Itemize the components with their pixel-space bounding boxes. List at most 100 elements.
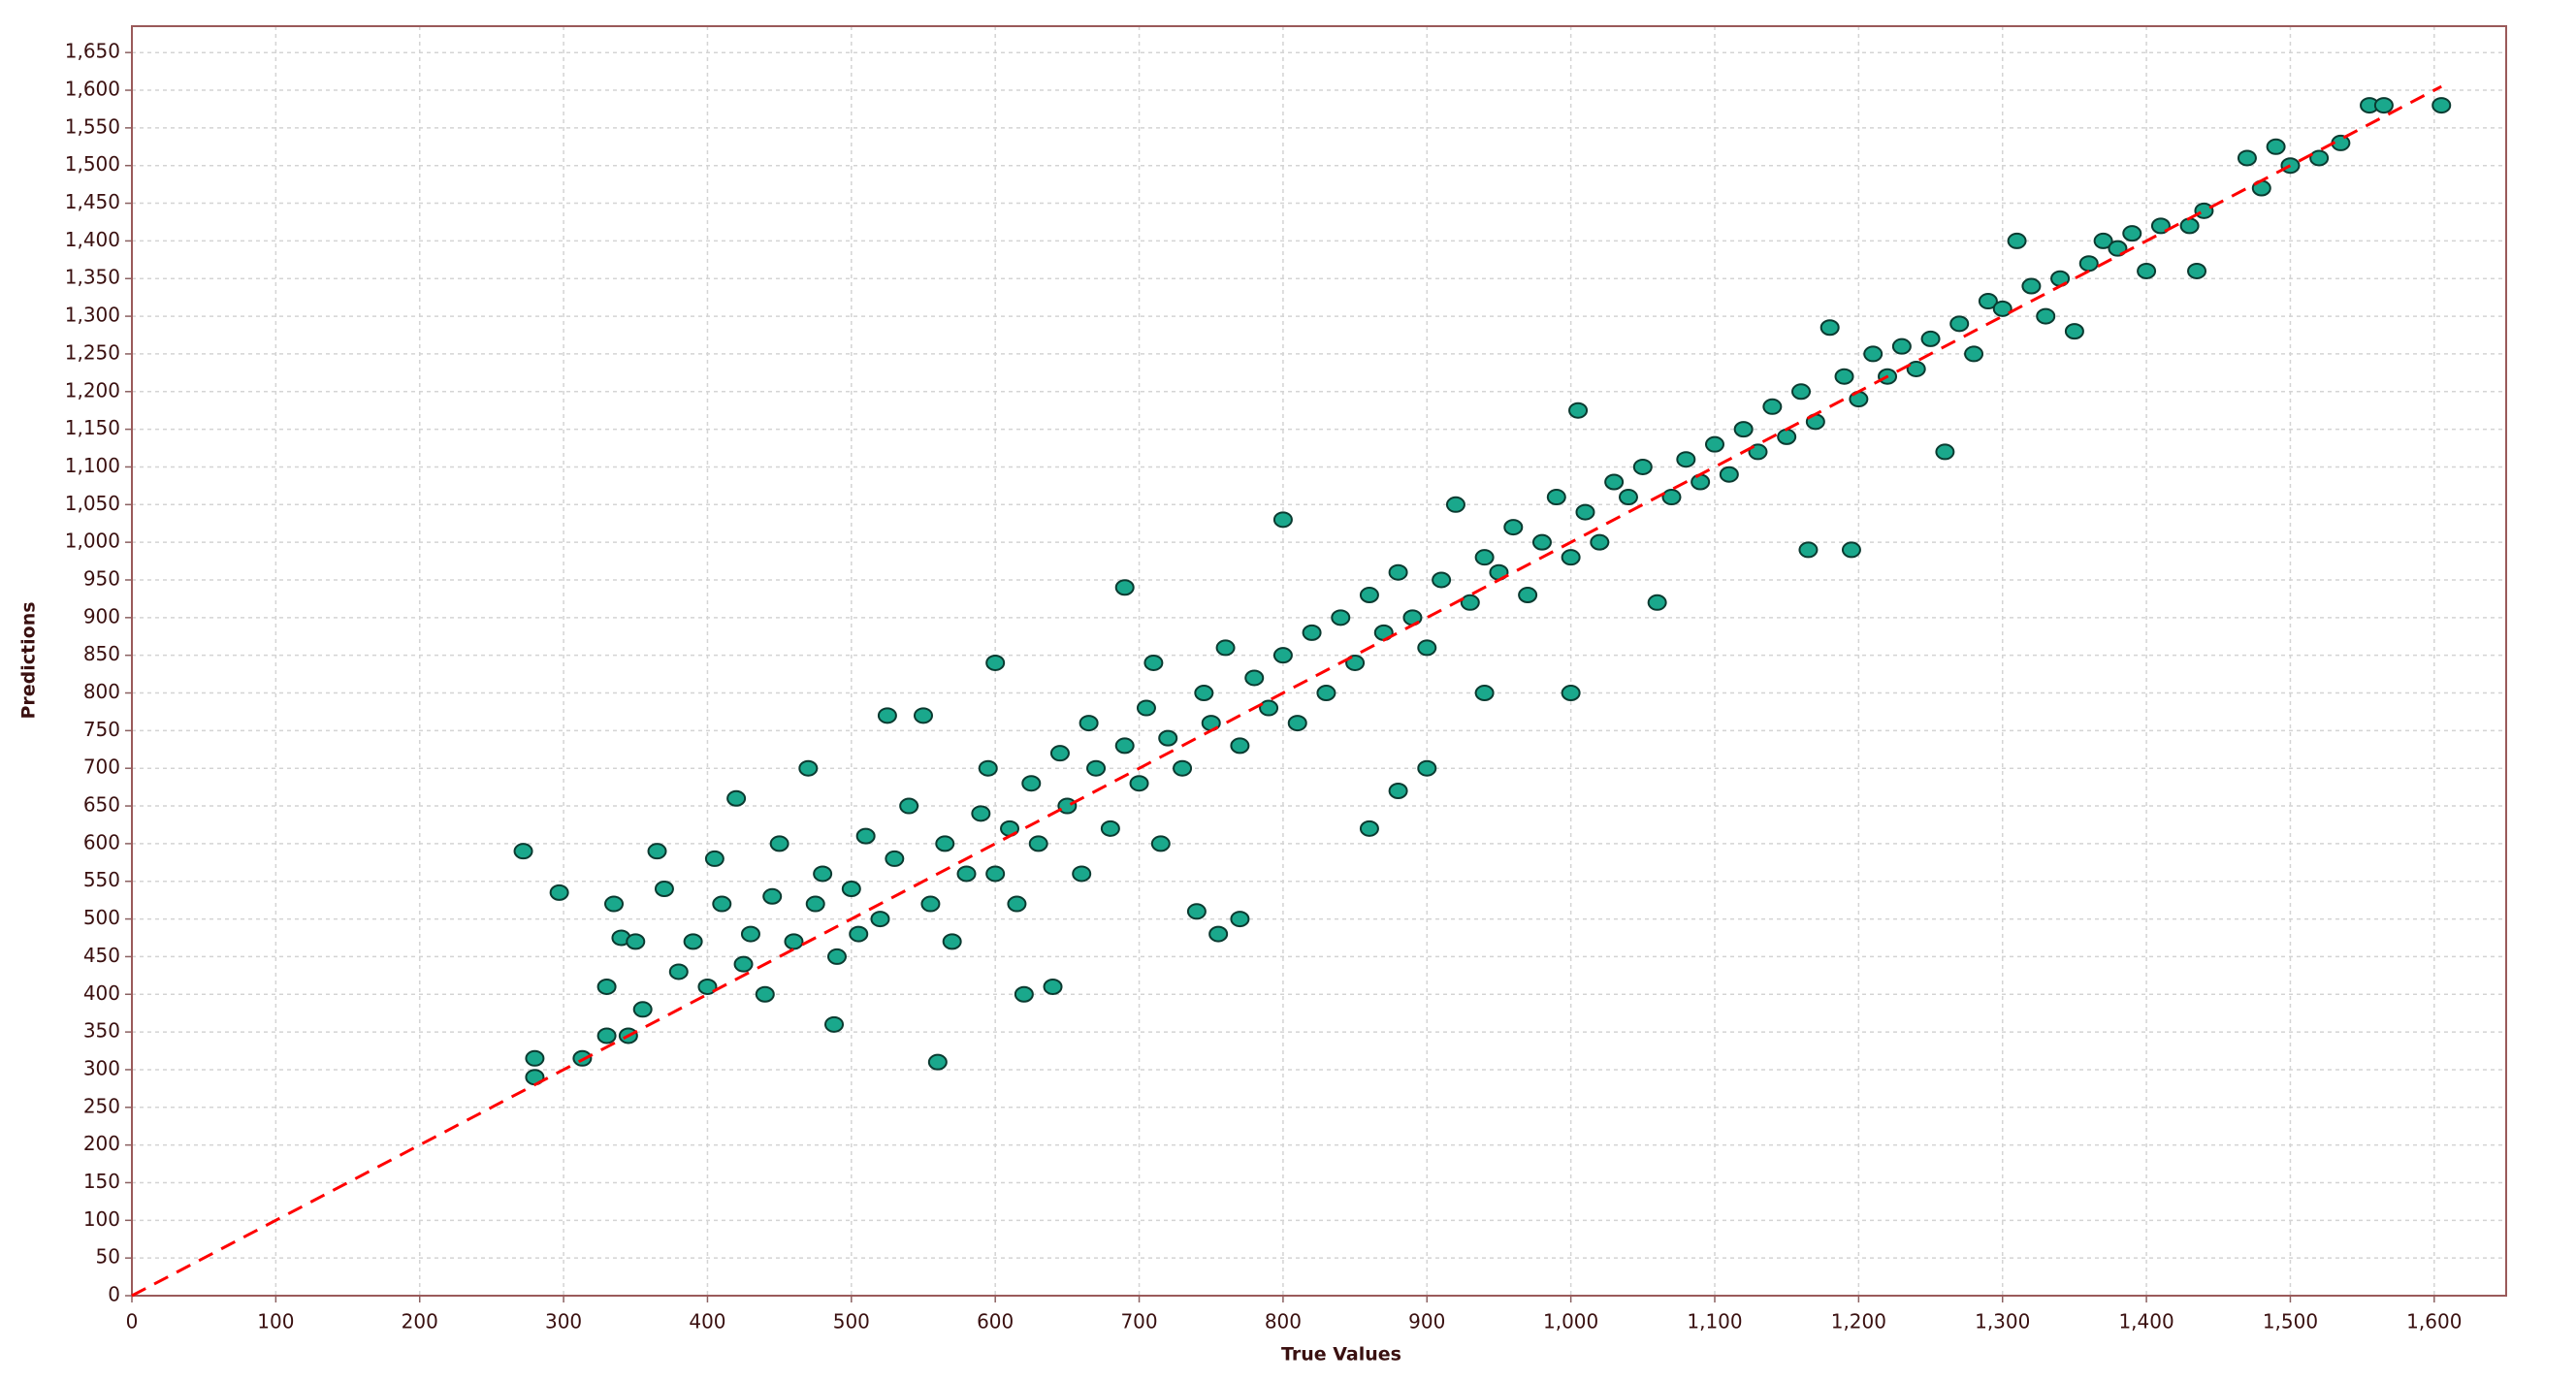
- data-point: [2179, 217, 2200, 235]
- y-tick-label: 1,000: [65, 530, 120, 553]
- y-tick-label: 1,500: [65, 152, 120, 176]
- data-point: [1194, 685, 1214, 702]
- data-point: [1531, 533, 1552, 551]
- data-point: [1661, 489, 1682, 506]
- data-point: [2309, 149, 2330, 167]
- data-point: [697, 978, 718, 995]
- data-point: [2021, 277, 2042, 295]
- data-point: [1359, 820, 1379, 837]
- data-point: [1561, 685, 1581, 702]
- data-point: [927, 1053, 948, 1071]
- data-point: [1445, 496, 1465, 513]
- data-point: [1632, 458, 1653, 475]
- data-point: [712, 895, 732, 913]
- data-point: [1086, 759, 1107, 777]
- y-tick-label: 50: [96, 1245, 120, 1269]
- y-tick-label: 100: [83, 1207, 120, 1231]
- reference-line: [131, 84, 2442, 1298]
- y-tick-label: 1,550: [65, 114, 120, 138]
- data-point: [956, 865, 977, 883]
- data-point: [755, 985, 775, 1003]
- x-tick-label: 900: [1408, 1310, 1445, 1334]
- data-point: [1230, 911, 1250, 928]
- y-tick-label: 0: [108, 1283, 120, 1306]
- data-point: [1474, 685, 1495, 702]
- plot-border: [131, 25, 2507, 1297]
- y-tick-label: 900: [83, 604, 120, 627]
- data-point: [1007, 895, 1027, 913]
- data-point: [525, 1049, 545, 1067]
- x-tick-label: 400: [689, 1310, 725, 1334]
- y-axis-title: Predictions: [18, 601, 40, 719]
- data-point: [1028, 835, 1048, 852]
- data-point: [1100, 820, 1120, 837]
- data-point: [1021, 775, 1042, 792]
- data-point: [1136, 699, 1156, 717]
- data-point: [1186, 903, 1207, 920]
- data-point: [1417, 639, 1437, 657]
- x-tick-label: 500: [833, 1310, 870, 1334]
- data-point: [1114, 579, 1135, 596]
- data-point: [1049, 745, 1070, 762]
- data-point: [1791, 383, 1812, 401]
- y-tick-label: 650: [83, 793, 120, 817]
- data-point: [1114, 737, 1135, 755]
- data-point: [1834, 368, 1854, 385]
- data-point: [1359, 587, 1379, 604]
- data-point: [1568, 402, 1589, 419]
- data-point: [826, 948, 847, 965]
- data-point: [596, 978, 617, 995]
- data-point: [1604, 473, 1625, 491]
- x-tick-label: 1,400: [2118, 1310, 2174, 1334]
- data-point: [978, 759, 998, 777]
- data-point: [1647, 594, 1667, 611]
- x-tick-label: 1,600: [2406, 1310, 2462, 1334]
- y-tick-label: 550: [83, 868, 120, 891]
- x-tick-label: 100: [257, 1310, 294, 1334]
- data-point: [1432, 571, 1452, 589]
- y-tick-label: 600: [83, 830, 120, 853]
- data-point: [1503, 519, 1524, 536]
- data-point: [2036, 307, 2056, 325]
- y-tick-label: 1,300: [65, 304, 120, 327]
- y-tick-label: 200: [83, 1132, 120, 1155]
- y-tick-label: 1,650: [65, 40, 120, 63]
- y-tick-label: 1,050: [65, 492, 120, 515]
- y-tick-label: 1,150: [65, 416, 120, 439]
- y-tick-label: 350: [83, 1019, 120, 1043]
- data-point: [726, 789, 747, 807]
- data-point: [1417, 759, 1437, 777]
- data-point: [1331, 609, 1351, 627]
- data-point: [2237, 149, 2257, 167]
- data-point: [513, 843, 533, 860]
- data-point: [1287, 715, 1307, 732]
- data-point: [899, 797, 919, 815]
- data-point: [935, 835, 955, 852]
- data-point: [654, 880, 674, 897]
- y-tick-label: 400: [83, 981, 120, 1005]
- data-point: [1474, 549, 1495, 566]
- data-point: [985, 654, 1006, 671]
- data-point: [798, 759, 819, 777]
- x-tick-label: 200: [402, 1310, 438, 1334]
- data-point: [1272, 511, 1293, 529]
- data-point: [1992, 300, 2012, 317]
- data-point: [596, 1027, 617, 1045]
- data-point: [647, 843, 667, 860]
- data-point: [2431, 97, 2452, 114]
- y-tick-label: 800: [83, 680, 120, 703]
- data-point: [942, 933, 962, 950]
- y-tick-label: 1,450: [65, 190, 120, 213]
- data-point: [1676, 451, 1696, 468]
- data-point: [2064, 323, 2084, 340]
- data-point: [762, 887, 783, 905]
- data-point: [920, 895, 941, 913]
- data-point: [1143, 654, 1164, 671]
- data-point: [769, 835, 789, 852]
- data-point: [841, 880, 861, 897]
- data-point: [1129, 775, 1149, 792]
- y-tick-label: 250: [83, 1094, 120, 1117]
- data-point: [549, 884, 569, 901]
